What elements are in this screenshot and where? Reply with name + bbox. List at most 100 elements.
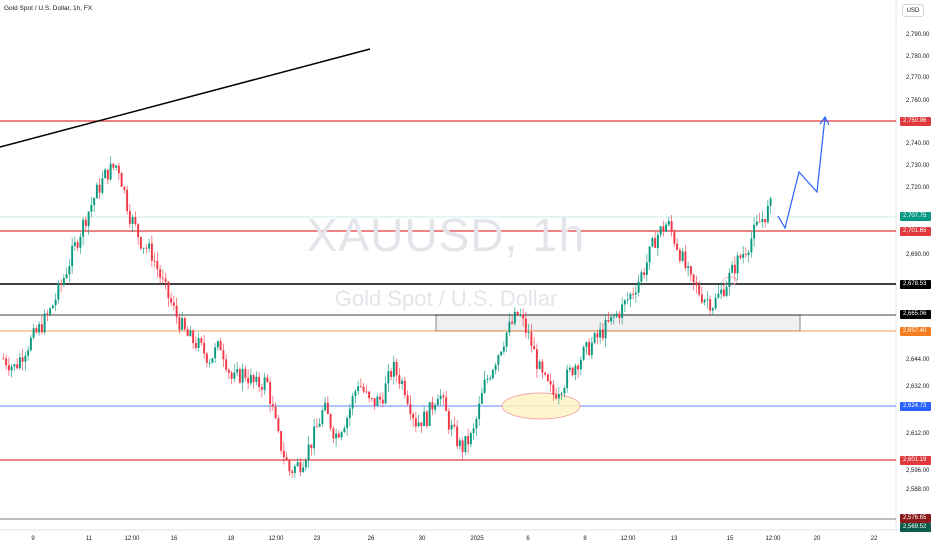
candle-down [172,302,175,306]
candle-down [403,380,406,396]
candle-down [516,311,519,316]
candle-down [632,293,635,295]
candle-up [717,293,720,298]
candle-up [428,402,431,427]
candle-up [626,299,629,301]
symbol-title: Gold Spot / U.S. Dollar, 1h, FX [4,5,93,12]
candle-up [38,324,41,333]
candle-up [469,432,472,445]
candle-up [233,372,236,379]
candle-up [293,466,296,473]
candle-up [90,205,93,212]
candle-down [222,350,225,360]
candle-up [376,396,379,406]
candle-up [574,365,577,376]
candle-down [442,395,445,398]
candle-up [54,299,57,306]
candle-up [216,341,219,348]
candle-up [351,396,354,409]
candle-down [5,358,8,366]
candle-down [524,318,527,333]
candle-down [709,299,712,311]
candle-down [456,426,459,447]
price-label: 2,588.00 [906,487,930,493]
candle-up [651,238,654,247]
price-tag: 2,678.53 [900,280,931,289]
candle-up [354,391,357,397]
price-label: 2,690.00 [906,252,930,258]
candle-down [310,444,313,449]
candle-up [115,165,118,168]
candle-down [425,411,428,427]
time-label: 9 [31,536,35,542]
candle-down [60,283,63,285]
price-label: 2,720.00 [906,185,930,191]
candle-down [390,371,393,377]
candle-down [285,457,288,461]
candle-up [458,440,461,447]
candle-up [13,364,16,367]
candle-up [475,419,478,429]
candle-down [112,163,115,168]
candle-down [406,395,409,404]
candle-down [84,219,87,227]
candle-up [766,205,769,223]
candle-up [761,219,764,222]
candle-down [117,165,120,174]
candle-down [544,372,547,375]
candle-up [387,371,390,384]
price-tag: 2,601.19 [900,456,931,465]
candle-up [142,247,145,249]
candle-up [750,238,753,253]
candle-down [291,471,294,473]
highlight-ellipse[interactable] [501,392,581,420]
candle-down [186,329,189,337]
candle-up [296,462,299,467]
candle-down [365,391,368,393]
candle-down [123,186,126,190]
candle-up [131,217,134,224]
candle-down [409,403,412,415]
candle-up [304,460,307,468]
candle-up [557,394,560,399]
candle-down [238,369,241,383]
candle-down [277,418,280,432]
candle-up [566,369,569,389]
candle-up [340,432,343,438]
candle-down [395,361,398,376]
candle-down [467,436,470,445]
candle-down [21,357,24,362]
candle-down [16,364,19,369]
candle-down [203,342,206,354]
candle-up [497,355,500,365]
currency-button[interactable]: USD [902,4,924,17]
candle-down [555,394,558,399]
candle-up [711,308,714,311]
candle-down [692,274,695,283]
price-tag: 2,665.06 [900,310,931,319]
candle-up [527,332,530,333]
candle-down [167,281,170,299]
trend-line[interactable] [0,48,371,148]
consolidation-range-box[interactable] [435,314,801,332]
projection-path[interactable] [777,116,826,230]
candle-down [159,269,162,278]
candle-down [571,367,574,376]
candle-up [423,411,426,427]
candle-up [32,328,35,338]
candle-up [29,337,32,351]
price-label: 2,730.00 [906,163,930,169]
candle-down [225,359,228,370]
candle-down [269,382,272,405]
candle-up [645,262,648,275]
candle-up [324,402,327,411]
candle-down [684,251,687,268]
candle-down [194,342,197,348]
candle-up [307,444,310,461]
candle-up [417,422,420,427]
candle-up [148,243,151,249]
candle-up [43,313,46,333]
candle-down [266,377,269,383]
candle-down [76,242,79,248]
